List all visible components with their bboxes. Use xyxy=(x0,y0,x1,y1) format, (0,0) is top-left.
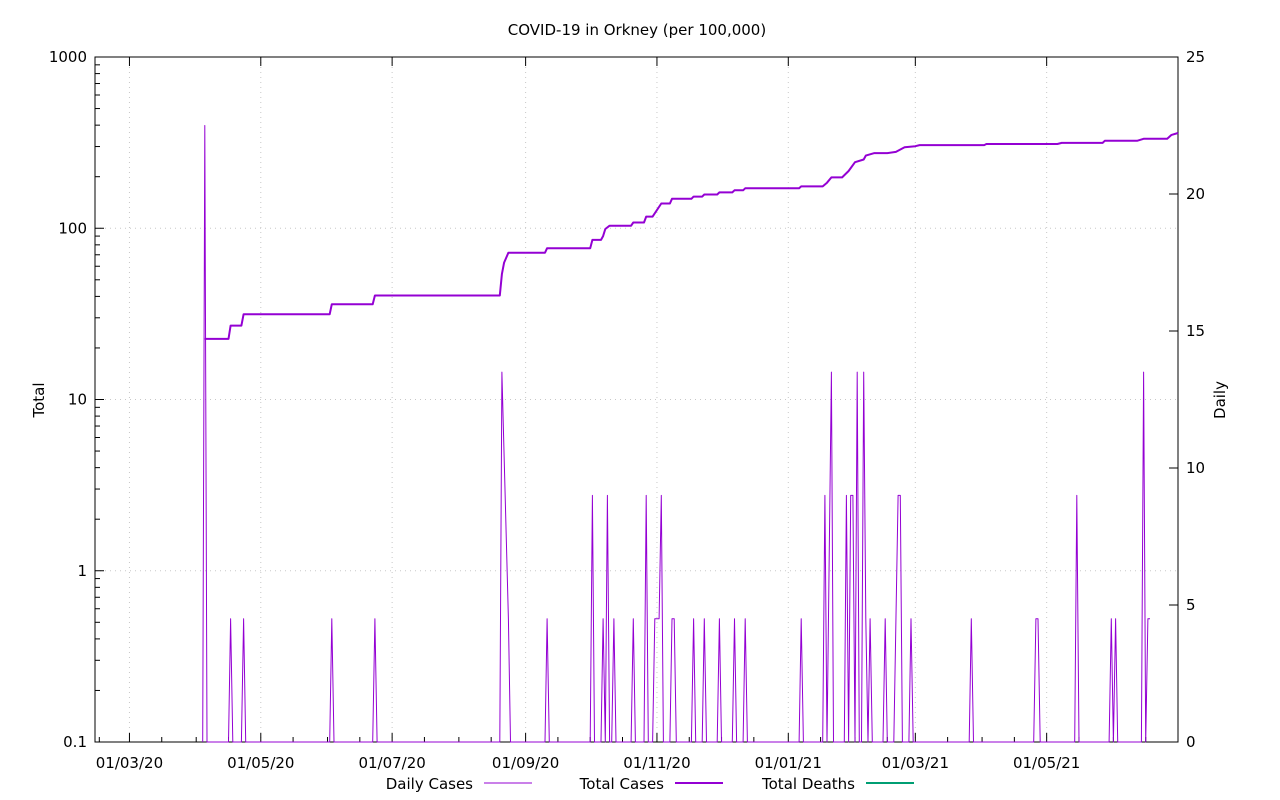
y-right-tick-label: 15 xyxy=(1186,322,1205,340)
total-cases-line xyxy=(204,132,1179,340)
y-right-tick-label: 5 xyxy=(1186,596,1196,614)
y-right-tick-label: 10 xyxy=(1186,459,1205,477)
y-axis-right: 0 5 10 15 20 25 xyxy=(1169,48,1205,751)
x-axis: 01/03/20 01/05/20 01/07/20 01/09/20 01/11/20… xyxy=(96,57,1147,772)
series-layer xyxy=(202,125,1179,743)
x-tick-label: 01/07/20 xyxy=(358,754,425,772)
y-right-tick-label: 20 xyxy=(1186,185,1205,203)
y-left-tick-label: 1000 xyxy=(49,48,87,66)
y-axis-left: 0.1 1 10 100 1000 xyxy=(49,48,104,751)
x-tick-label: 01/05/20 xyxy=(227,754,294,772)
y-right-tick-label: 0 xyxy=(1186,733,1196,751)
legend-daily-cases-label: Daily Cases xyxy=(386,775,473,793)
y-left-tick-label: 10 xyxy=(68,391,87,409)
x-tick-label: 01/05/21 xyxy=(1013,754,1080,772)
y-axis-left-label: Total xyxy=(30,382,48,418)
y-left-tick-label: 100 xyxy=(58,219,87,237)
legend: Daily Cases Total Cases Total Deaths xyxy=(386,775,914,793)
y-left-tick-label: 0.1 xyxy=(63,733,87,751)
legend-total-cases-label: Total Cases xyxy=(579,775,665,793)
legend-total-deaths-label: Total Deaths xyxy=(761,775,855,793)
chart-title: COVID-19 in Orkney (per 100,000) xyxy=(508,21,766,39)
gridlines xyxy=(95,57,1178,742)
x-tick-label: 01/09/20 xyxy=(492,754,559,772)
x-tick-label: 01/11/20 xyxy=(623,754,690,772)
y-axis-right-label: Daily xyxy=(1211,381,1229,419)
daily-cases-line xyxy=(202,125,1150,743)
y-right-tick-label: 25 xyxy=(1186,48,1205,66)
x-tick-label: 01/03/20 xyxy=(96,754,163,772)
x-tick-label: 01/03/21 xyxy=(882,754,949,772)
x-tick-label: 01/01/21 xyxy=(755,754,822,772)
y-left-tick-label: 1 xyxy=(77,562,87,580)
